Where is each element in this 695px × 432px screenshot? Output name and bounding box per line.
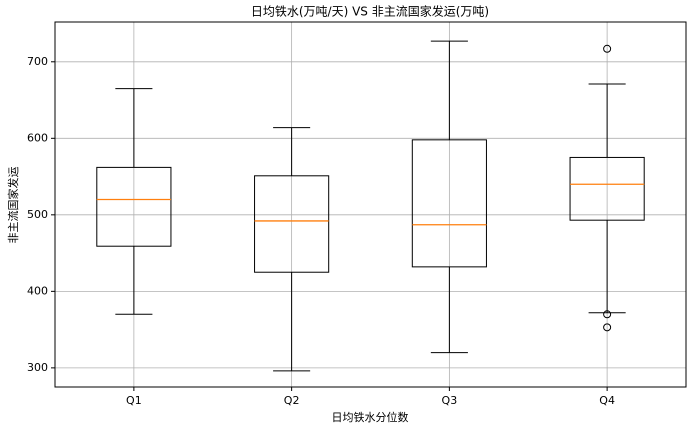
x-tick-label: Q1	[126, 394, 142, 407]
box	[254, 175, 330, 273]
plot-frame	[54, 21, 687, 388]
x-tick-label: Q2	[284, 394, 300, 407]
x-tick-label: Q4	[599, 394, 615, 407]
outlier	[603, 323, 612, 332]
box	[411, 139, 487, 268]
y-axis-label: 非主流国家发运	[6, 167, 20, 244]
x-tick-label: Q3	[442, 394, 458, 407]
outlier	[603, 310, 612, 319]
chart-title: 日均铁水(万吨/天) VS 非主流国家发运(万吨)	[251, 4, 489, 19]
y-tick-label: 300	[27, 361, 48, 374]
y-tick-label: 400	[27, 284, 48, 297]
box	[96, 166, 172, 247]
y-tick-label: 500	[27, 208, 48, 221]
y-tick-label: 600	[27, 131, 48, 144]
x-axis-label: 日均铁水分位数	[332, 410, 409, 424]
y-tick-label: 700	[27, 55, 48, 68]
outlier	[603, 44, 612, 53]
box	[569, 156, 645, 221]
